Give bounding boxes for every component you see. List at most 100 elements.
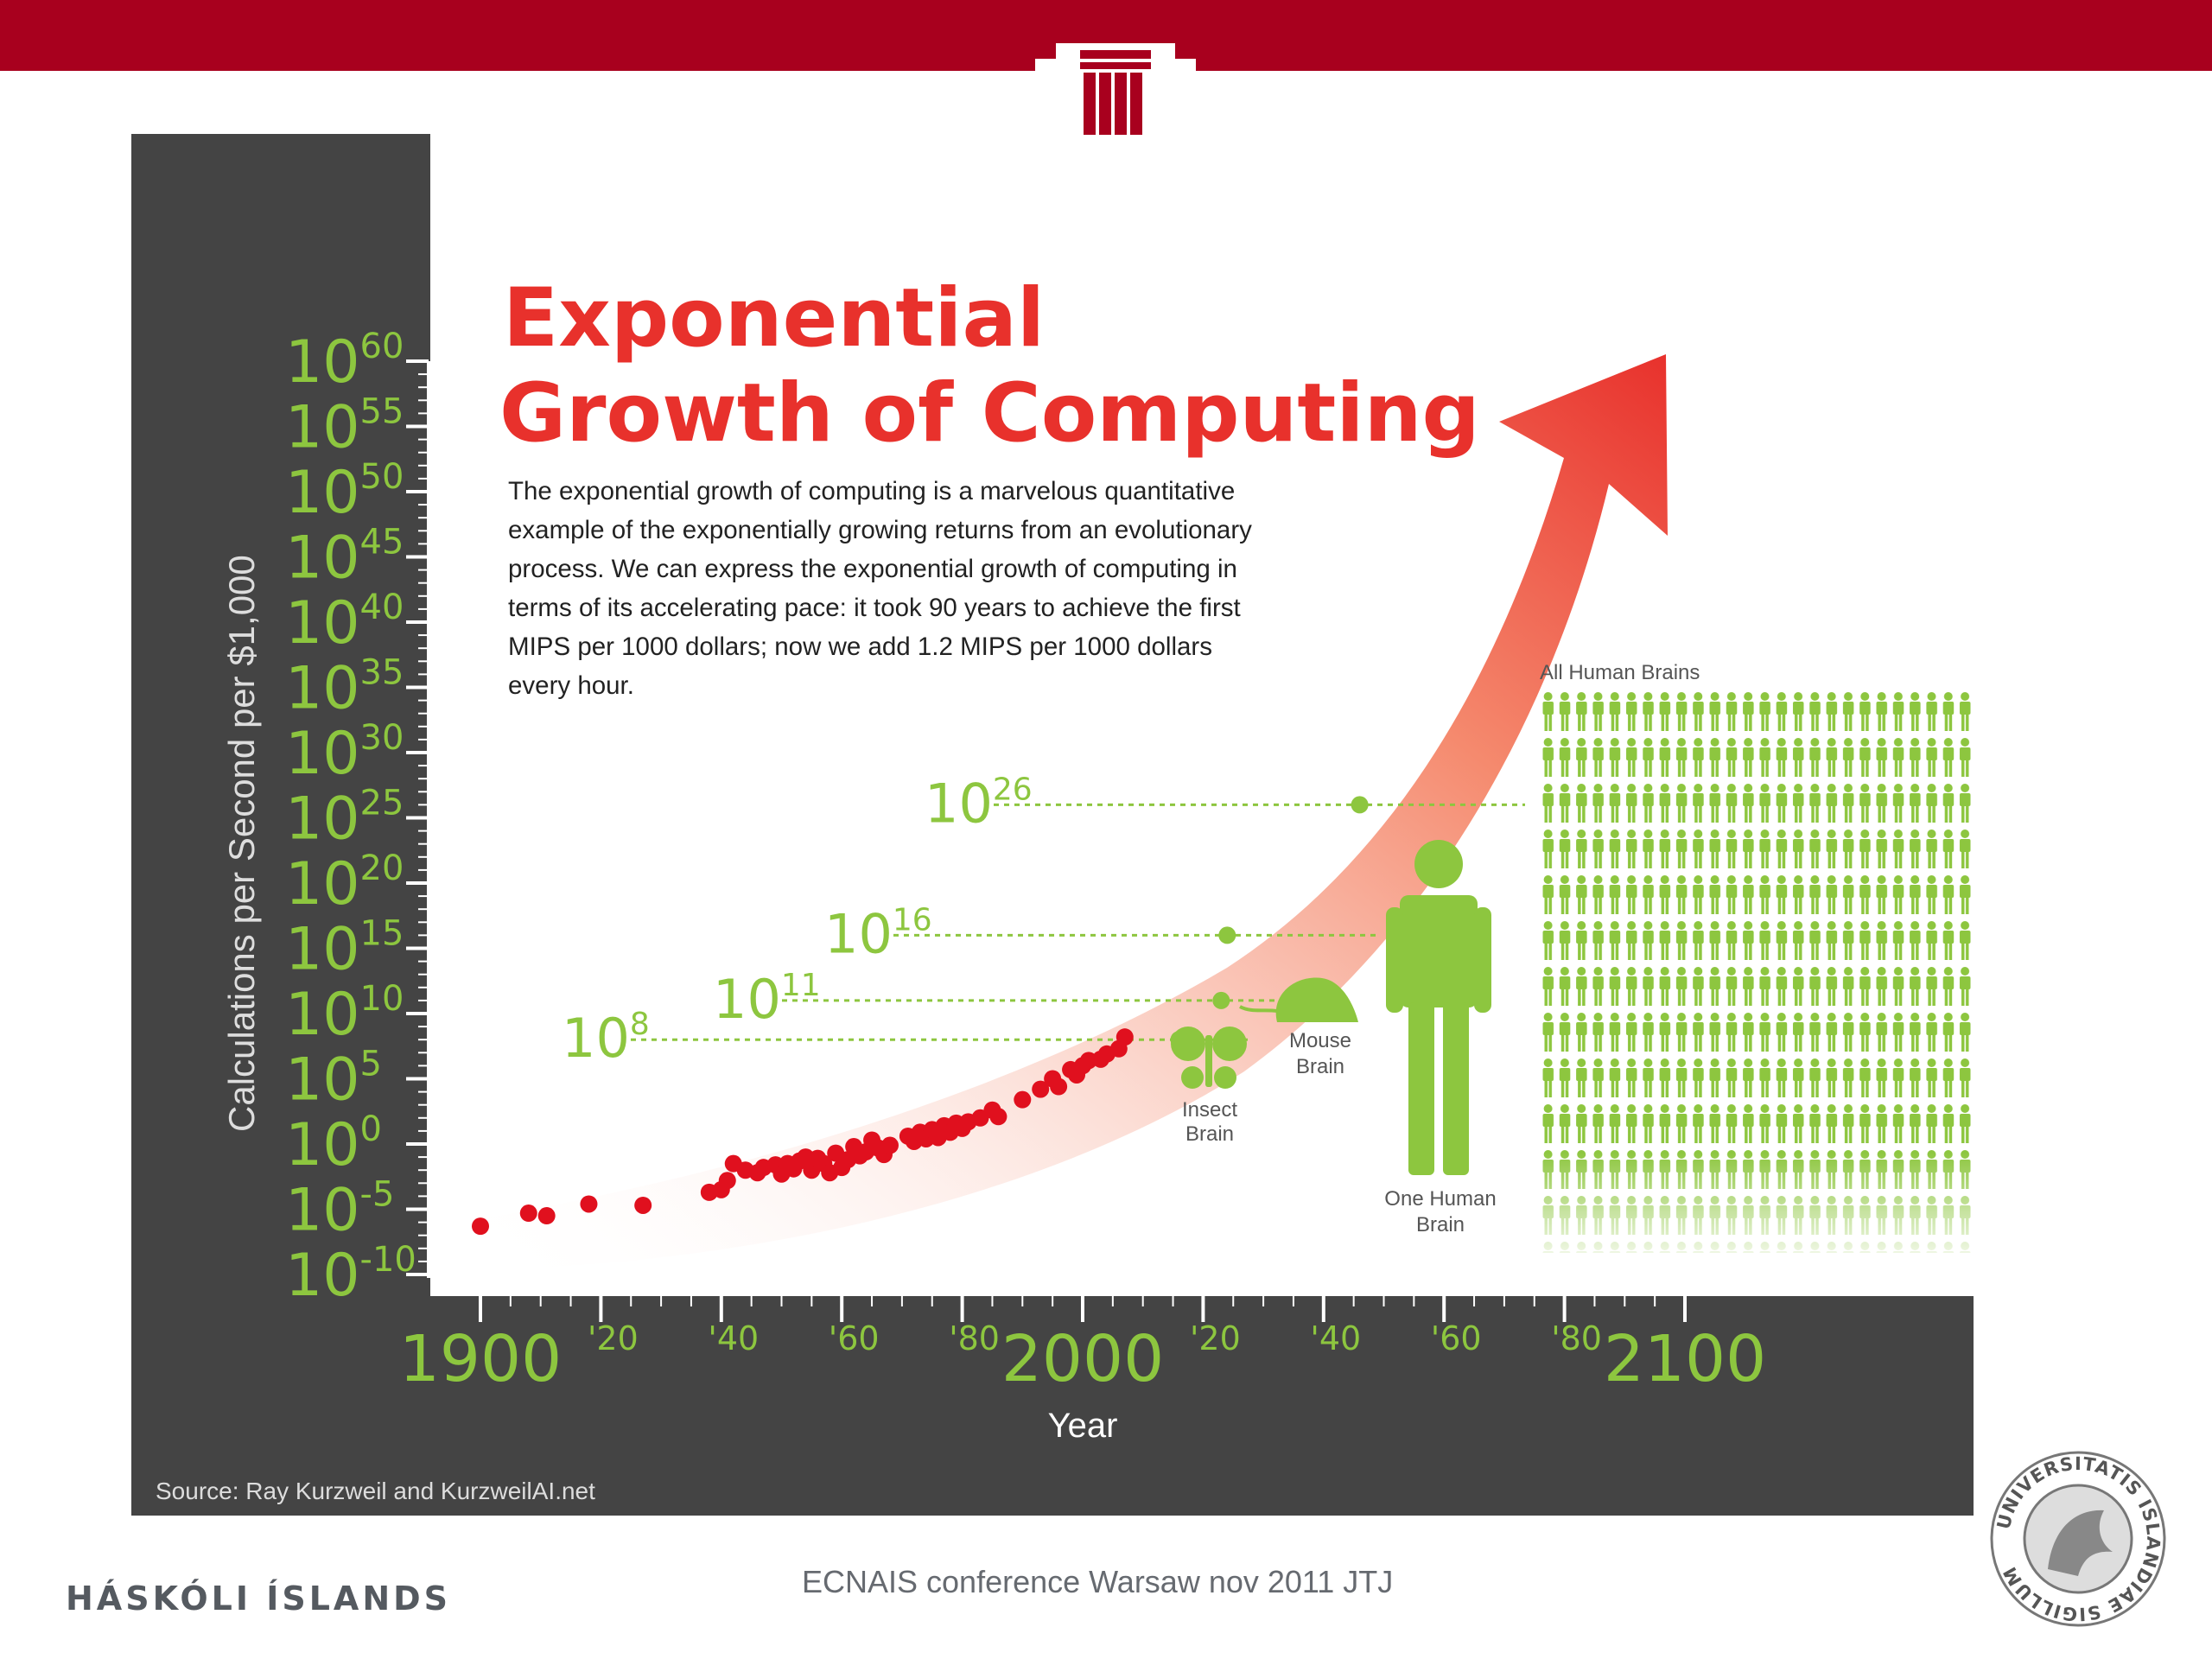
x-tick-label: '20 bbox=[588, 1319, 639, 1357]
y-tick-exponent: -10 bbox=[360, 1240, 416, 1280]
data-point bbox=[989, 1108, 1007, 1126]
human-label-line2: Brain bbox=[1416, 1213, 1465, 1236]
human-label-line1: One Human bbox=[1384, 1187, 1496, 1211]
threshold-label: 1026 bbox=[925, 772, 1033, 835]
data-point bbox=[580, 1195, 598, 1213]
y-tick-base: 10 bbox=[285, 720, 360, 788]
y-tick-base: 10 bbox=[285, 850, 360, 918]
y-tick-label: 1015 bbox=[285, 914, 404, 984]
threshold-marker bbox=[1351, 796, 1369, 814]
threshold-base: 10 bbox=[824, 902, 893, 965]
y-tick-base: 10 bbox=[285, 1242, 360, 1310]
y-tick-exponent: 15 bbox=[360, 914, 404, 954]
footer-text: ECNAIS conference Warsaw nov 2011 JTJ bbox=[802, 1564, 1394, 1599]
all-human-brains-label: All Human Brains bbox=[1540, 661, 1700, 684]
y-tick-exponent: 50 bbox=[360, 457, 404, 497]
chart-title-line2: Growth of Computing bbox=[499, 366, 1480, 461]
insect-label-line1: Insect bbox=[1182, 1098, 1237, 1122]
y-axis-label: Calculations per Second per $1,000 bbox=[221, 555, 262, 1132]
chart-title-line1: Exponential bbox=[503, 271, 1045, 365]
data-point bbox=[1116, 1028, 1134, 1046]
university-seal-icon: UNIVERSITATIS ISLANDIAE SIGILLUM bbox=[1990, 1451, 2166, 1627]
y-tick-label: 1050 bbox=[285, 457, 404, 527]
y-tick-label: 1010 bbox=[285, 979, 404, 1049]
threshold-label: 108 bbox=[562, 1007, 650, 1070]
y-tick-exponent: 10 bbox=[360, 979, 404, 1019]
threshold-marker bbox=[1212, 991, 1230, 1009]
y-tick-exponent: 60 bbox=[360, 327, 404, 366]
y-tick-label: 1060 bbox=[285, 327, 404, 397]
y-tick-label: 105 bbox=[285, 1045, 382, 1115]
mouse-icon bbox=[1239, 977, 1358, 1022]
description-line: example of the exponentially growing ret… bbox=[508, 516, 1252, 544]
y-tick-exponent: 25 bbox=[360, 784, 404, 823]
threshold-label: 1016 bbox=[824, 902, 932, 965]
data-point bbox=[1014, 1090, 1032, 1109]
y-tick-base: 10 bbox=[285, 1046, 360, 1115]
description-line: terms of its accelerating pace: it took … bbox=[508, 594, 1241, 622]
y-tick-label: 1045 bbox=[285, 523, 404, 593]
data-points bbox=[472, 1028, 1134, 1236]
description-line: process. We can express the exponential … bbox=[508, 555, 1237, 583]
x-tick-label: '80 bbox=[949, 1319, 1000, 1357]
x-axis: 1900'20'40'60'80 2000'20'40'60'80 2100 bbox=[399, 1296, 1766, 1396]
description-line: The exponential growth of computing is a… bbox=[508, 477, 1235, 505]
x-tick-label: 2000 bbox=[1001, 1322, 1164, 1396]
x-tick-label: '60 bbox=[1431, 1319, 1482, 1357]
mouse-label-line2: Brain bbox=[1296, 1055, 1344, 1078]
threshold-label: 1011 bbox=[713, 968, 821, 1031]
y-tick-base: 10 bbox=[285, 394, 360, 462]
y-tick-base: 10 bbox=[285, 1111, 360, 1179]
y-tick-exponent: 20 bbox=[360, 849, 404, 888]
chart-description: The exponential growth of computing is a… bbox=[508, 477, 1252, 700]
x-tick-label: '60 bbox=[829, 1319, 880, 1357]
growth-arrow bbox=[484, 354, 1668, 1270]
x-tick-label: '20 bbox=[1190, 1319, 1241, 1357]
y-tick-label: 1020 bbox=[285, 849, 404, 918]
y-tick-base: 10 bbox=[285, 655, 360, 723]
crowd-icon bbox=[1540, 691, 1975, 1253]
y-tick-exponent: 55 bbox=[360, 392, 404, 432]
y-axis: 1060105510501045104010351030102510201015… bbox=[285, 327, 430, 1310]
y-tick-exponent: 30 bbox=[360, 718, 404, 758]
x-tick-label: '80 bbox=[1551, 1319, 1602, 1357]
data-point bbox=[472, 1217, 489, 1236]
y-tick-base: 10 bbox=[285, 785, 360, 854]
y-tick-label: 1030 bbox=[285, 718, 404, 788]
chart-frame bbox=[131, 134, 1974, 1516]
y-tick-label: 10-10 bbox=[285, 1240, 416, 1310]
x-tick-label: '40 bbox=[1310, 1319, 1361, 1357]
y-tick-base: 10 bbox=[285, 589, 360, 658]
data-point bbox=[880, 1136, 899, 1154]
data-point bbox=[537, 1207, 556, 1225]
x-tick-label: '40 bbox=[708, 1319, 759, 1357]
threshold-base: 10 bbox=[713, 968, 781, 1031]
y-tick-exponent: 5 bbox=[360, 1045, 382, 1084]
y-tick-base: 10 bbox=[285, 459, 360, 527]
y-tick-exponent: 0 bbox=[360, 1109, 382, 1149]
y-tick-base: 10 bbox=[285, 524, 360, 593]
x-tick-label: 1900 bbox=[399, 1322, 562, 1396]
y-tick-base: 10 bbox=[285, 1177, 360, 1245]
y-tick-base: 10 bbox=[285, 916, 360, 984]
data-point bbox=[1050, 1077, 1068, 1096]
y-tick-label: 1035 bbox=[285, 653, 404, 723]
threshold-base: 10 bbox=[562, 1007, 630, 1070]
y-tick-base: 10 bbox=[285, 981, 360, 1049]
threshold-exponent: 11 bbox=[781, 968, 821, 1003]
x-axis-label: Year bbox=[1048, 1407, 1118, 1445]
y-tick-label: 100 bbox=[285, 1109, 382, 1179]
university-name: HÁSKÓLI ÍSLANDS bbox=[66, 1580, 452, 1618]
data-point bbox=[519, 1205, 537, 1223]
threshold-marker bbox=[1218, 926, 1236, 944]
insect-icon bbox=[1171, 1027, 1247, 1089]
university-logo-icon bbox=[1035, 43, 1196, 138]
insect-label-line2: Brain bbox=[1185, 1122, 1234, 1146]
threshold-exponent: 16 bbox=[893, 902, 932, 938]
y-tick-exponent: 45 bbox=[360, 523, 404, 563]
y-tick-exponent: 40 bbox=[360, 588, 404, 627]
y-tick-label: 10-5 bbox=[285, 1175, 394, 1245]
source-note: Source: Ray Kurzweil and KurzweilAI.net bbox=[156, 1478, 595, 1504]
